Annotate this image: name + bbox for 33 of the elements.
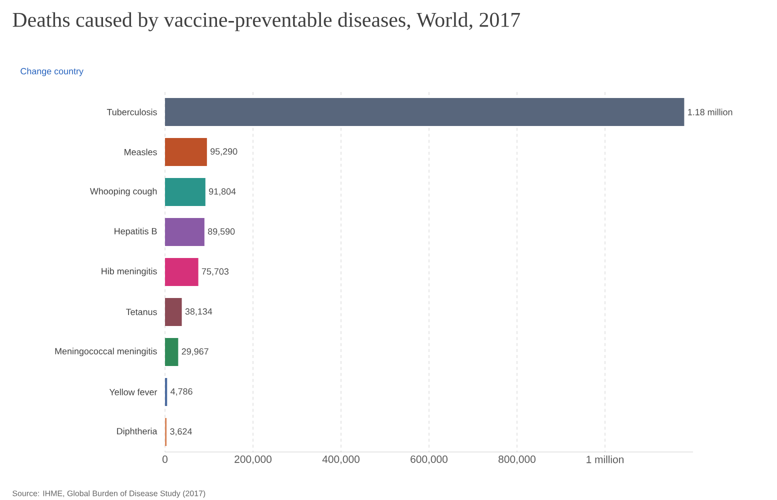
data-label: 29,967	[182, 348, 208, 356]
x-tick-label: 800,000	[498, 456, 536, 464]
data-label: 4,786	[170, 388, 192, 396]
y-tick-label: Hib meningitis	[102, 268, 157, 276]
data-label: 95,290	[210, 148, 238, 156]
x-tick-label: 0	[162, 456, 168, 463]
bar	[165, 338, 178, 366]
y-tick-label: Whooping cough	[90, 188, 157, 196]
data-label: 89,590	[208, 228, 235, 236]
text: Change country	[20, 68, 84, 76]
y-tick-label: Measles	[124, 148, 157, 156]
bar	[165, 218, 204, 246]
data-label: 91,804	[209, 188, 236, 196]
data-label: 38,134	[185, 308, 212, 316]
y-tick-label: Tuberculosis	[106, 108, 157, 116]
y-tick-label: Tetanus	[126, 308, 157, 316]
y-tick-label: Hepatitis B	[114, 228, 157, 236]
bar	[165, 178, 206, 206]
x-tick-label: 200,000	[234, 456, 272, 464]
bar	[165, 138, 207, 166]
y-tick-label: Meningococcal meningitis	[55, 348, 157, 356]
bar	[165, 258, 198, 286]
bar	[165, 298, 182, 326]
x-tick-label: 400,000	[322, 456, 360, 464]
data-label: 75,703	[202, 268, 229, 276]
data-label: 1.18 million	[688, 108, 732, 116]
bar	[165, 98, 684, 126]
x-tick-label: 1 million	[586, 456, 624, 464]
x-tick-label: 600,000	[410, 456, 448, 464]
data-label: 3,624	[170, 428, 192, 436]
y-tick-label: Yellow fever	[109, 388, 158, 396]
y-tick-label: Diphtheria	[117, 428, 158, 436]
chart-title: Deaths caused by vaccine-preventable diseases, World, 2017	[12, 12, 520, 32]
